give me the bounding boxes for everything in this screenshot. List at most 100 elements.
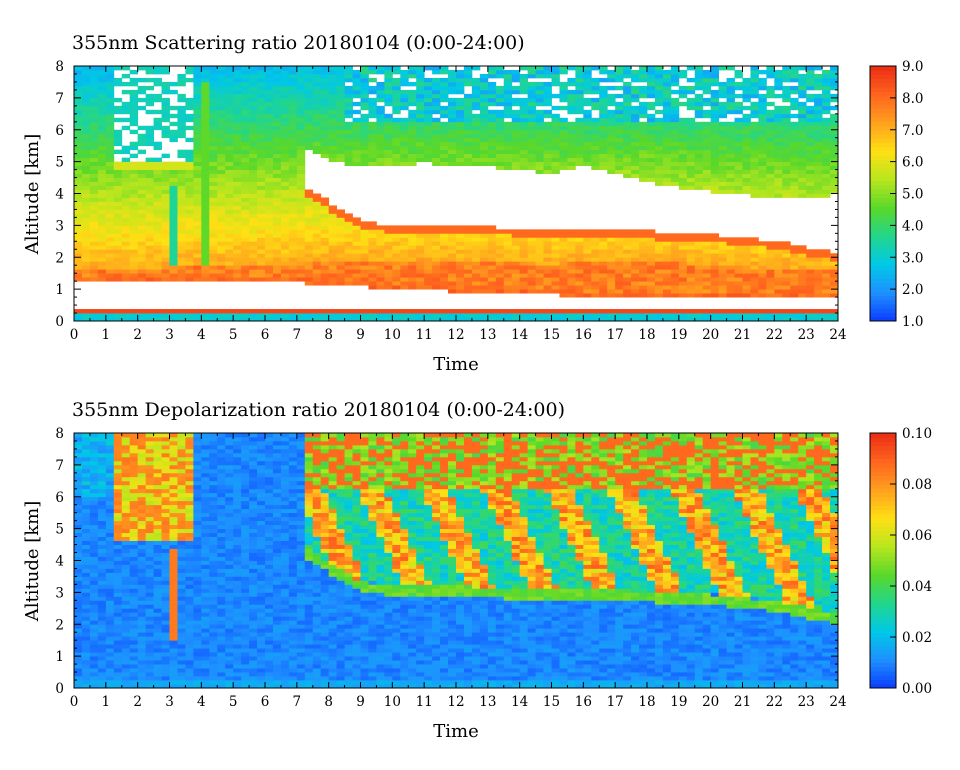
heatmap-cell <box>456 97 465 103</box>
heatmap-cell <box>702 261 712 266</box>
heatmap-cell <box>400 281 409 286</box>
heatmap-cell <box>74 89 83 95</box>
heatmap-cell <box>241 177 250 182</box>
heatmap-cell <box>328 121 338 127</box>
heatmap-cell <box>766 89 775 95</box>
heatmap-cell <box>448 285 457 290</box>
heatmap-cell <box>758 245 767 250</box>
heatmap-cell <box>257 205 266 210</box>
heatmap-cell <box>320 129 330 135</box>
heatmap-cell <box>416 313 425 318</box>
heatmap-cell <box>408 245 417 250</box>
heatmap-cell <box>527 285 536 290</box>
heatmap-cell <box>360 261 369 266</box>
heatmap-cell <box>503 137 513 143</box>
heatmap-cell <box>185 265 194 270</box>
heatmap-cell <box>225 109 234 115</box>
heatmap-cell <box>758 105 767 111</box>
heatmap-cell <box>384 137 393 143</box>
heatmap-cell <box>583 137 592 143</box>
heatmap-cell <box>161 133 170 139</box>
heatmap-cell <box>400 309 409 314</box>
heatmap-cell <box>257 245 266 250</box>
heatmap-cell <box>344 277 353 282</box>
heatmap-cell <box>678 101 688 107</box>
heatmap-cell <box>201 189 210 194</box>
heatmap-cell <box>105 193 115 198</box>
heatmap-cell <box>471 245 481 250</box>
heatmap-cell <box>113 241 123 246</box>
heatmap-cell <box>105 253 115 258</box>
heatmap-cell <box>89 169 99 174</box>
heatmap-cell <box>511 245 521 250</box>
heatmap-cell <box>782 165 791 170</box>
heatmap-cell <box>766 317 775 322</box>
heatmap-cell <box>726 137 735 143</box>
heatmap-cell <box>177 249 186 254</box>
heatmap-cell <box>559 285 568 290</box>
heatmap-cell <box>519 113 529 119</box>
heatmap-cell <box>241 217 250 222</box>
heatmap-cell <box>726 165 735 170</box>
heatmap-cell <box>129 169 139 174</box>
heatmap-cell <box>121 225 131 230</box>
heatmap-cell <box>726 237 735 242</box>
heatmap-cell <box>702 137 712 143</box>
heatmap-cell <box>312 229 322 234</box>
heatmap-cell <box>74 648 83 653</box>
heatmap-cell <box>408 285 417 290</box>
heatmap-cell <box>503 153 513 159</box>
heatmap-cell <box>137 249 147 254</box>
heatmap-cell <box>105 137 115 143</box>
heatmap-cell <box>790 193 799 198</box>
heatmap-cell <box>686 133 696 139</box>
heatmap-cell <box>129 221 139 226</box>
heatmap-cell <box>726 317 735 322</box>
heatmap-cell <box>185 225 194 230</box>
heatmap-cell <box>448 265 457 270</box>
heatmap-cell <box>654 129 664 135</box>
heatmap-cell <box>320 309 330 314</box>
heatmap-cell <box>631 97 640 103</box>
heatmap-cell <box>527 281 536 286</box>
heatmap-cell <box>432 249 441 254</box>
heatmap-cell <box>742 257 751 262</box>
heatmap-cell <box>440 129 449 135</box>
heatmap-cell <box>153 173 162 178</box>
heatmap-cell <box>185 253 194 258</box>
heatmap-cell <box>105 93 115 99</box>
heatmap-cell <box>670 69 680 75</box>
heatmap-cell <box>599 113 608 119</box>
heatmap-cell <box>241 245 250 250</box>
heatmap-cell <box>424 129 433 135</box>
heatmap-cell <box>479 257 489 262</box>
heatmap-cell <box>686 66 696 71</box>
heatmap-cell <box>408 229 417 234</box>
heatmap-cell <box>280 161 290 167</box>
heatmap-cell <box>774 153 783 159</box>
heatmap-cell <box>543 273 552 278</box>
heatmap-cell <box>599 313 608 318</box>
heatmap-cell <box>296 189 306 194</box>
heatmap-cell <box>639 73 648 79</box>
heatmap-cell <box>105 109 115 115</box>
heatmap-cell <box>81 185 91 190</box>
heatmap-cell <box>519 73 529 79</box>
heatmap-cell <box>607 93 616 99</box>
heatmap-cell <box>81 500 91 506</box>
heatmap-cell <box>145 221 154 226</box>
heatmap-cell <box>463 229 473 234</box>
heatmap-cell <box>639 101 648 107</box>
heatmap-cell <box>615 109 624 115</box>
heatmap-cell <box>328 149 338 155</box>
heatmap-cell <box>161 221 170 226</box>
heatmap-cell <box>344 229 353 234</box>
heatmap-cell <box>360 105 369 111</box>
heatmap-cell <box>145 225 154 230</box>
heatmap-cell <box>599 66 608 71</box>
heatmap-cell <box>639 233 648 238</box>
heatmap-cell <box>790 189 799 194</box>
heatmap-cell <box>113 181 123 186</box>
heatmap-cell <box>822 101 831 107</box>
heatmap-cell <box>233 225 242 230</box>
